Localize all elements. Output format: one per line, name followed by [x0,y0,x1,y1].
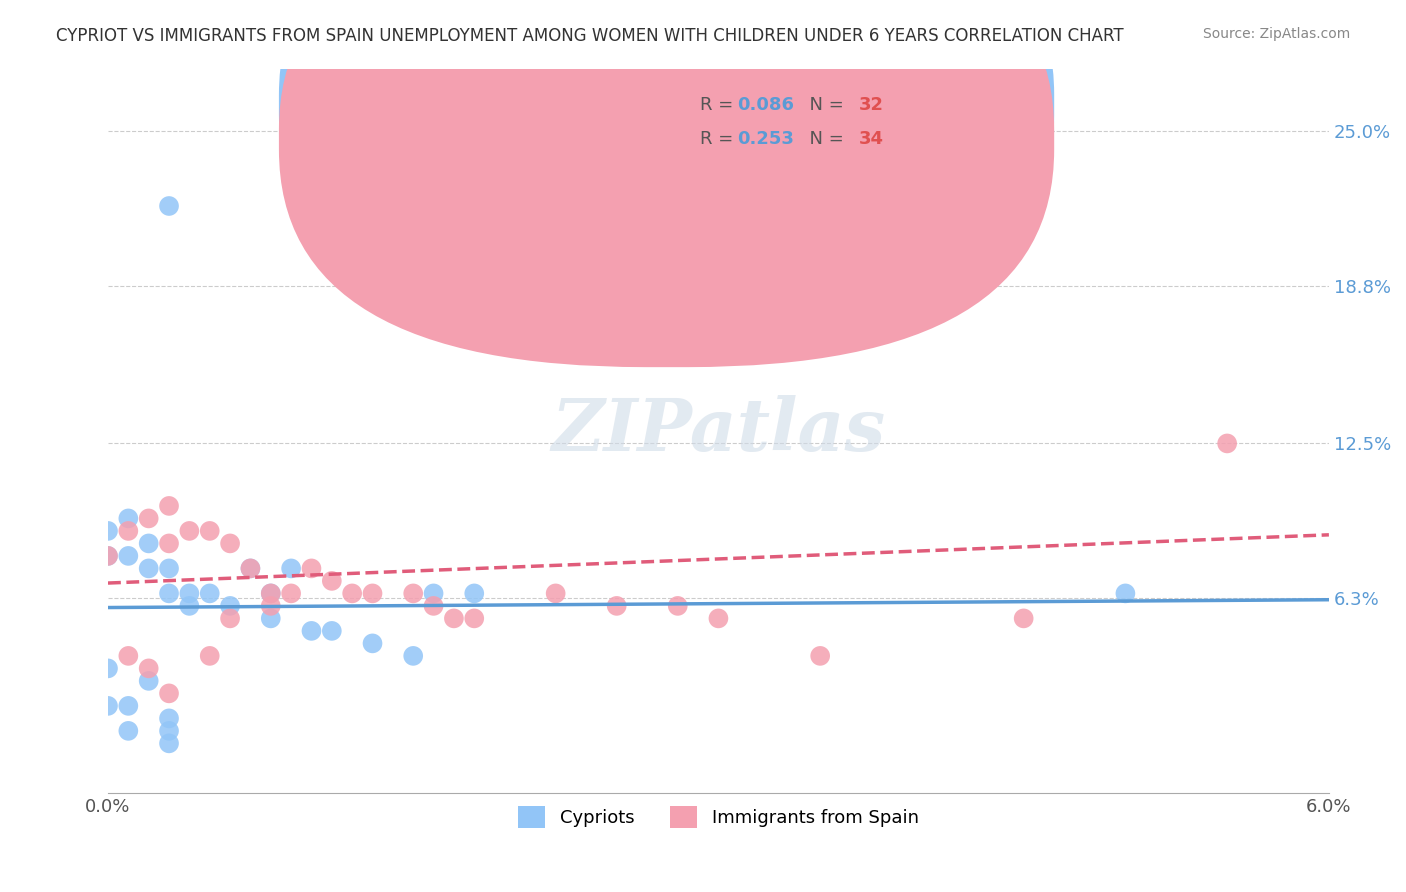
Point [179,599,201,613]
Point [157,536,180,550]
FancyBboxPatch shape [621,76,974,170]
Text: 34: 34 [859,130,884,148]
Point [301,624,323,638]
Point [219,599,242,613]
Point [239,561,262,575]
Point [138,661,160,675]
Point [157,686,180,700]
Point [666,599,689,613]
Point [707,611,730,625]
Text: 32: 32 [859,95,884,114]
Point [361,636,384,650]
Point [260,586,283,600]
Point [157,723,180,738]
Point [138,536,160,550]
Point [239,561,262,575]
Point [157,711,180,725]
Text: N =: N = [797,95,849,114]
Point [1012,611,1035,625]
Text: N =: N = [797,130,849,148]
Text: R =: R = [700,95,740,114]
Legend: Cypriots, Immigrants from Spain: Cypriots, Immigrants from Spain [510,798,927,835]
Text: ZIPatlas: ZIPatlas [551,395,886,467]
Point [138,673,160,688]
Point [463,611,485,625]
Text: Source: ZipAtlas.com: Source: ZipAtlas.com [1202,27,1350,41]
Text: 0.086: 0.086 [737,95,794,114]
Point [422,586,444,600]
Point [321,574,343,588]
Point [157,736,180,750]
Point [97,549,120,563]
Point [117,648,139,663]
Point [361,586,384,600]
Point [606,599,628,613]
Point [97,698,120,713]
Text: CYPRIOT VS IMMIGRANTS FROM SPAIN UNEMPLOYMENT AMONG WOMEN WITH CHILDREN UNDER 6 : CYPRIOT VS IMMIGRANTS FROM SPAIN UNEMPLO… [56,27,1123,45]
Point [117,698,139,713]
Point [117,524,139,538]
Point [503,336,526,351]
Point [1216,436,1239,450]
Point [301,561,323,575]
Point [484,274,506,288]
Point [198,648,221,663]
Point [402,586,425,600]
Point [1114,586,1136,600]
Point [402,648,425,663]
Point [260,586,283,600]
Point [280,586,302,600]
Point [138,511,160,525]
Point [138,561,160,575]
Point [340,586,363,600]
Point [443,611,465,625]
Point [463,586,485,600]
Point [260,599,283,613]
Point [198,524,221,538]
Point [157,586,180,600]
Point [179,586,201,600]
Point [97,549,120,563]
Text: 0.253: 0.253 [737,130,793,148]
Point [97,524,120,538]
Point [179,524,201,538]
Point [808,648,831,663]
Text: R =: R = [700,130,740,148]
Point [157,561,180,575]
Point [260,611,283,625]
Point [198,586,221,600]
FancyBboxPatch shape [278,0,1054,333]
Point [422,599,444,613]
Point [117,511,139,525]
Point [157,199,180,213]
Point [544,586,567,600]
Point [219,536,242,550]
Point [97,661,120,675]
Point [321,624,343,638]
Point [117,549,139,563]
Point [219,611,242,625]
Point [280,561,302,575]
Point [157,499,180,513]
Point [117,723,139,738]
FancyBboxPatch shape [278,0,1054,368]
